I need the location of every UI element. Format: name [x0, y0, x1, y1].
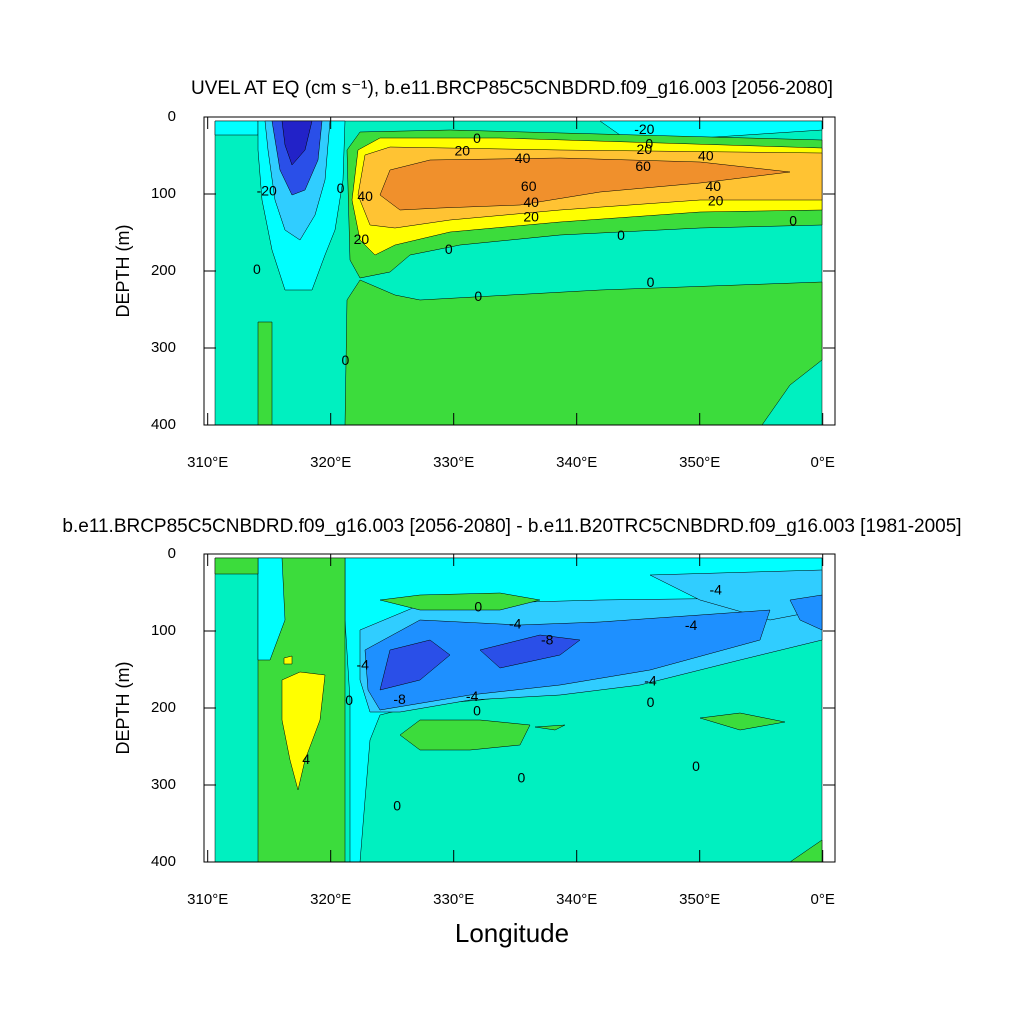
contour-label: 40: [357, 188, 373, 204]
contour-label: 40: [523, 194, 539, 210]
contour-fill: [344, 279, 823, 426]
contour-label: 40: [705, 178, 721, 194]
chart-title: b.e11.BRCP85C5CNBDRD.f09_g16.003 [2056-2…: [62, 516, 961, 537]
contour-label: 20: [354, 231, 370, 247]
contour-label: -8: [541, 632, 554, 648]
y-tick-label: 400: [151, 416, 176, 433]
contour-fill: [364, 609, 771, 711]
contour-label: -4: [685, 617, 698, 633]
contour-fill: [399, 719, 531, 751]
x-tick-label: 0°E: [811, 891, 835, 908]
contour-label: -4: [709, 582, 722, 598]
contour-label: 0: [474, 599, 482, 615]
y-tick-label: 100: [151, 185, 176, 202]
x-tick-label: 310°E: [187, 454, 228, 471]
contour-label: 0: [345, 692, 353, 708]
contour-label: 0: [647, 274, 655, 290]
x-tick-label: 310°E: [187, 891, 228, 908]
x-tick-label: 0°E: [811, 454, 835, 471]
contour-fill: [214, 120, 259, 136]
contour-fill: [479, 634, 581, 669]
contour-label: 40: [515, 150, 531, 166]
contour-label: 0: [645, 135, 653, 151]
y-tick-label: 0: [168, 108, 176, 125]
contour-label: 0: [253, 261, 261, 277]
contour-label: -4: [356, 656, 369, 672]
contour-label: 0: [647, 694, 655, 710]
contour-fill: [699, 712, 786, 731]
x-tick-label: 340°E: [556, 454, 597, 471]
contour-label: 0: [337, 180, 345, 196]
contour-fill: [257, 557, 286, 661]
contour-label: 0: [473, 703, 481, 719]
y-axis-label: DEPTH (m): [113, 225, 133, 318]
contour-fill: [281, 120, 313, 166]
contour-label: -4: [466, 688, 479, 704]
contour-label: 40: [698, 148, 714, 164]
contour-fill: [789, 594, 823, 631]
y-tick-label: 100: [151, 622, 176, 639]
contour-fill: [379, 592, 541, 611]
contour-label: -8: [393, 691, 406, 707]
contour-label: 20: [708, 192, 724, 208]
x-tick-label: 330°E: [433, 454, 474, 471]
contour-label: 60: [521, 178, 537, 194]
contour-label: 20: [637, 141, 653, 157]
y-tick-label: 0: [168, 545, 176, 562]
contour-fill: [534, 724, 566, 731]
contour-fill: [649, 569, 823, 621]
x-tick-label: 320°E: [310, 891, 351, 908]
chart-title: UVEL AT EQ (cm s⁻¹), b.e11.BRCP85C5CNBDR…: [191, 78, 833, 99]
x-tick-label: 330°E: [433, 891, 474, 908]
y-axis-label: DEPTH (m): [113, 662, 133, 755]
contour-fill: [214, 557, 259, 575]
x-tick-label: 350°E: [679, 891, 720, 908]
contour-label: 0: [692, 758, 700, 774]
contour-label: 0: [617, 227, 625, 243]
contour-label: 0: [342, 352, 350, 368]
contour-label: 0: [517, 770, 525, 786]
contour-fill: [599, 120, 823, 139]
x-tick-label: 340°E: [556, 891, 597, 908]
contour-fill: [281, 671, 326, 791]
contour-label: 0: [393, 797, 401, 813]
contour-label: -4: [644, 673, 657, 689]
contour-fill: [379, 157, 791, 211]
contour-label: -20: [257, 182, 277, 198]
contour-label: 0: [473, 130, 481, 146]
contour-label: 4: [302, 751, 310, 767]
contour-label: 20: [455, 142, 471, 158]
y-tick-label: 200: [151, 262, 176, 279]
x-tick-label: 350°E: [679, 454, 720, 471]
contour-fill: [283, 655, 293, 665]
contour-label: 0: [789, 212, 797, 228]
y-tick-label: 300: [151, 339, 176, 356]
contour-fill: [379, 639, 451, 691]
y-tick-label: 200: [151, 699, 176, 716]
y-tick-label: 400: [151, 853, 176, 870]
contour-fill: [257, 321, 273, 426]
contour-label: -4: [509, 616, 522, 632]
contour-label: 0: [474, 288, 482, 304]
contour-label: -20: [634, 121, 654, 137]
contour-label: 20: [523, 209, 539, 225]
y-tick-label: 300: [151, 776, 176, 793]
x-tick-label: 320°E: [310, 454, 351, 471]
contour-label: 60: [635, 158, 651, 174]
contour-label: 0: [445, 241, 453, 257]
x-axis-label: Longitude: [455, 918, 569, 948]
